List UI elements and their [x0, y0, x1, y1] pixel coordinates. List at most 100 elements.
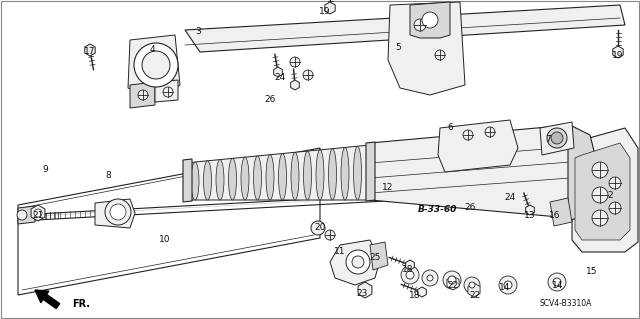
Circle shape: [592, 187, 608, 203]
Polygon shape: [183, 159, 192, 202]
Text: 24: 24: [504, 194, 516, 203]
Polygon shape: [185, 5, 625, 52]
Polygon shape: [438, 120, 518, 172]
Circle shape: [311, 221, 325, 235]
Text: 2: 2: [607, 190, 613, 199]
Text: 23: 23: [356, 288, 368, 298]
Polygon shape: [468, 283, 480, 297]
Ellipse shape: [191, 162, 199, 200]
Polygon shape: [330, 240, 380, 285]
Polygon shape: [406, 260, 414, 270]
Polygon shape: [418, 287, 426, 297]
Polygon shape: [18, 206, 35, 224]
Ellipse shape: [303, 151, 312, 200]
Circle shape: [609, 202, 621, 214]
Polygon shape: [18, 148, 320, 295]
Text: 25: 25: [369, 254, 381, 263]
Polygon shape: [370, 125, 590, 218]
Text: 3: 3: [195, 27, 201, 36]
Circle shape: [548, 273, 566, 291]
Polygon shape: [568, 124, 595, 220]
Circle shape: [142, 51, 170, 79]
Text: 5: 5: [395, 43, 401, 53]
Polygon shape: [388, 2, 465, 95]
Circle shape: [346, 250, 370, 274]
Circle shape: [406, 271, 414, 279]
Circle shape: [504, 281, 512, 289]
Text: FR.: FR.: [72, 299, 90, 309]
Circle shape: [134, 43, 178, 87]
Text: 22: 22: [469, 291, 481, 300]
Circle shape: [401, 266, 419, 284]
Text: B-33-60: B-33-60: [419, 205, 458, 214]
Circle shape: [325, 230, 335, 240]
Polygon shape: [325, 2, 335, 14]
Ellipse shape: [316, 150, 324, 200]
Circle shape: [547, 128, 567, 148]
Ellipse shape: [353, 146, 362, 200]
Circle shape: [303, 70, 313, 80]
Text: 16: 16: [549, 211, 561, 219]
Text: 12: 12: [382, 183, 394, 192]
Text: 8: 8: [105, 170, 111, 180]
Circle shape: [551, 132, 563, 144]
Circle shape: [443, 271, 461, 289]
Ellipse shape: [328, 149, 337, 200]
Text: 10: 10: [159, 235, 171, 244]
FancyArrow shape: [35, 290, 60, 308]
Polygon shape: [358, 282, 372, 298]
Text: 14: 14: [499, 284, 511, 293]
Polygon shape: [613, 46, 623, 58]
Polygon shape: [572, 128, 638, 252]
Text: 7: 7: [545, 136, 551, 145]
Text: 19: 19: [319, 8, 331, 17]
Ellipse shape: [291, 152, 299, 200]
Text: 6: 6: [447, 123, 453, 132]
Text: 26: 26: [464, 204, 476, 212]
Ellipse shape: [216, 160, 224, 200]
Circle shape: [110, 204, 126, 220]
Polygon shape: [291, 80, 300, 90]
Text: 17: 17: [84, 48, 96, 56]
Text: 9: 9: [42, 166, 48, 174]
Polygon shape: [128, 35, 180, 95]
Polygon shape: [366, 142, 375, 201]
Polygon shape: [155, 80, 178, 102]
Text: 11: 11: [334, 248, 346, 256]
Circle shape: [34, 209, 42, 217]
Circle shape: [105, 199, 131, 225]
Text: 26: 26: [264, 95, 276, 105]
Text: 18: 18: [409, 292, 420, 300]
Circle shape: [448, 276, 456, 284]
Polygon shape: [95, 199, 135, 228]
Circle shape: [163, 87, 173, 97]
Circle shape: [592, 162, 608, 178]
Polygon shape: [85, 44, 95, 56]
Text: 15: 15: [586, 268, 598, 277]
Polygon shape: [575, 143, 630, 240]
Text: 21: 21: [32, 211, 44, 219]
Ellipse shape: [341, 147, 349, 200]
Ellipse shape: [266, 155, 274, 200]
Circle shape: [290, 57, 300, 67]
Text: 13: 13: [524, 211, 536, 219]
Circle shape: [352, 256, 364, 268]
Polygon shape: [410, 2, 450, 38]
Text: 20: 20: [314, 224, 326, 233]
Circle shape: [485, 127, 495, 137]
Text: 22: 22: [447, 280, 459, 290]
Circle shape: [422, 12, 438, 28]
Circle shape: [592, 210, 608, 226]
Text: 19: 19: [612, 50, 624, 60]
Ellipse shape: [241, 157, 249, 200]
Text: 24: 24: [275, 73, 285, 83]
Ellipse shape: [228, 158, 237, 200]
Text: 14: 14: [552, 280, 564, 290]
Polygon shape: [274, 67, 282, 77]
Circle shape: [17, 210, 27, 220]
Polygon shape: [540, 122, 574, 155]
Polygon shape: [447, 276, 459, 290]
Circle shape: [435, 50, 445, 60]
Circle shape: [463, 130, 473, 140]
Circle shape: [553, 278, 561, 286]
